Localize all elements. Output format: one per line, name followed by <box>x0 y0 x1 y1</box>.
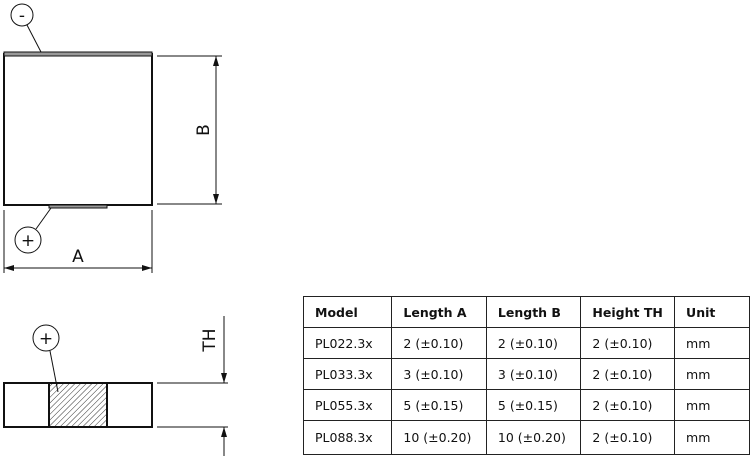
positive-terminal-label: + <box>21 231 35 251</box>
cell-model: PL022.3x <box>302 327 393 359</box>
leader-line <box>26 24 42 53</box>
cell-height-th: 2 (±0.10) <box>580 327 676 359</box>
cell-height-th: 2 (±0.10) <box>580 389 676 421</box>
header-length-b: Length B <box>485 296 582 328</box>
dimensions-table: Model Length A Length B Height TH Unit P… <box>302 296 750 455</box>
cell-length-a: 2 (±0.10) <box>391 327 487 359</box>
cell-unit: mm <box>674 389 750 421</box>
dimension-b-label: B <box>194 124 214 136</box>
dimension-a-label: A <box>72 247 84 267</box>
header-model: Model <box>302 296 393 328</box>
positive-terminal-label: + <box>39 329 53 349</box>
component-body <box>3 53 153 206</box>
cell-unit: mm <box>674 327 750 359</box>
positive-terminal-marker <box>32 324 60 352</box>
cell-length-a: 5 (±0.15) <box>391 389 487 421</box>
header-height-th: Height TH <box>580 296 676 328</box>
header-unit: Unit <box>674 296 750 328</box>
table-row: PL022.3x 2 (±0.10) 2 (±0.10) 2 (±0.10) m… <box>302 327 750 359</box>
cell-unit: mm <box>674 358 750 390</box>
cell-length-a: 10 (±0.20) <box>391 420 487 455</box>
table-header-row: Model Length A Length B Height TH Unit <box>302 296 750 328</box>
cell-model: PL055.3x <box>302 389 393 421</box>
cell-length-b: 10 (±0.20) <box>485 420 582 455</box>
table-row: PL033.3x 3 (±0.10) 3 (±0.10) 2 (±0.10) m… <box>302 358 750 390</box>
table-row: PL088.3x 10 (±0.20) 10 (±0.20) 2 (±0.10)… <box>302 420 750 455</box>
cell-length-a: 3 (±0.10) <box>391 358 487 390</box>
side-view: + TH <box>3 316 228 456</box>
cell-unit: mm <box>674 420 750 455</box>
cell-height-th: 2 (±0.10) <box>580 420 676 455</box>
cell-length-b: 5 (±0.15) <box>485 389 582 421</box>
cell-length-b: 2 (±0.10) <box>485 327 582 359</box>
cell-length-b: 3 (±0.10) <box>485 358 582 390</box>
positive-electrode <box>48 204 108 209</box>
cell-model: PL088.3x <box>302 420 393 455</box>
hatched-electrode <box>48 382 108 428</box>
leader-line <box>49 350 59 393</box>
table-row: PL055.3x 5 (±0.15) 5 (±0.15) 2 (±0.10) m… <box>302 389 750 421</box>
negative-terminal-marker <box>10 3 34 27</box>
cell-model: PL033.3x <box>302 358 393 390</box>
negative-electrode <box>3 51 153 57</box>
leader-line <box>35 207 52 230</box>
dimension-th-label: TH <box>200 328 220 352</box>
positive-terminal-marker <box>14 226 42 254</box>
negative-terminal-label: - <box>19 6 25 26</box>
header-length-a: Length A <box>391 296 487 328</box>
cell-height-th: 2 (±0.10) <box>580 358 676 390</box>
top-view: - + A B <box>3 3 222 273</box>
